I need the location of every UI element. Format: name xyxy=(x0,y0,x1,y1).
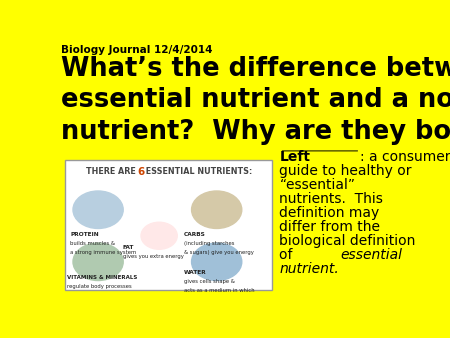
Text: (including starches: (including starches xyxy=(184,241,234,246)
Text: of: of xyxy=(279,248,297,262)
Circle shape xyxy=(141,222,177,249)
Circle shape xyxy=(192,243,242,281)
Text: biological definition: biological definition xyxy=(279,234,416,248)
Text: definition may: definition may xyxy=(279,206,380,220)
Text: ESSENTIAL NUTRIENTS:: ESSENTIAL NUTRIENTS: xyxy=(144,167,253,176)
Text: nutrient.: nutrient. xyxy=(279,262,339,276)
Circle shape xyxy=(73,191,123,228)
Text: gives you extra energy: gives you extra energy xyxy=(122,254,184,259)
Text: 6: 6 xyxy=(138,167,145,177)
Text: What’s the difference between an: What’s the difference between an xyxy=(61,56,450,82)
Text: nutrients.  This: nutrients. This xyxy=(279,192,383,206)
Text: WATER: WATER xyxy=(184,270,206,274)
Circle shape xyxy=(192,191,242,228)
Text: regulate body processes: regulate body processes xyxy=(67,284,131,289)
Text: a strong immune system: a strong immune system xyxy=(70,250,136,255)
Text: nutrient?  Why are they both “nutrients”?: nutrient? Why are they both “nutrients”? xyxy=(61,119,450,145)
Text: CARBS: CARBS xyxy=(184,232,205,237)
Text: guide to healthy or: guide to healthy or xyxy=(279,164,412,178)
Text: PROTEIN: PROTEIN xyxy=(70,232,99,237)
Text: gives cells shape &: gives cells shape & xyxy=(184,279,234,284)
Text: essential: essential xyxy=(340,248,402,262)
Text: essential nutrient and a nonessential: essential nutrient and a nonessential xyxy=(61,88,450,114)
Text: FAT: FAT xyxy=(122,245,134,250)
Text: THERE ARE: THERE ARE xyxy=(86,167,139,176)
Text: Left: Left xyxy=(279,150,310,164)
Text: builds muscles &: builds muscles & xyxy=(70,241,115,246)
Text: differ from the: differ from the xyxy=(279,220,380,234)
Text: Biology Journal 12/4/2014: Biology Journal 12/4/2014 xyxy=(61,45,212,55)
Text: & sugars) give you energy: & sugars) give you energy xyxy=(184,250,253,255)
Text: acts as a medium in which: acts as a medium in which xyxy=(184,288,254,293)
Circle shape xyxy=(73,243,123,281)
Text: VITAMINS & MINERALS: VITAMINS & MINERALS xyxy=(67,275,137,280)
FancyBboxPatch shape xyxy=(65,160,273,290)
Text: : a consumer-: : a consumer- xyxy=(360,150,450,164)
Text: “essential”: “essential” xyxy=(279,178,356,192)
